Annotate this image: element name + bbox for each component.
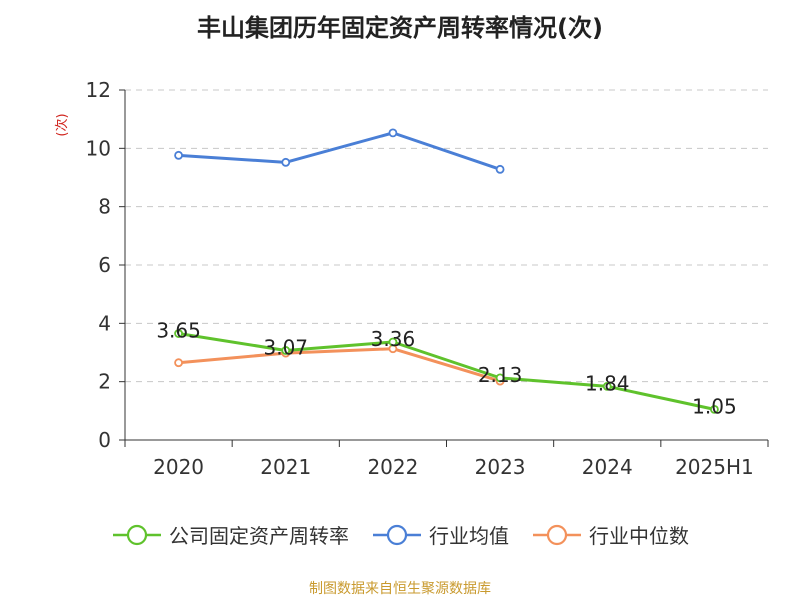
legend-label: 公司固定资产周转率: [169, 524, 349, 548]
y-tick-label: 8: [98, 195, 111, 219]
x-tick-label: 2025H1: [675, 455, 754, 479]
data-label: 3.36: [371, 327, 416, 351]
x-tick-label: 2020: [153, 455, 204, 479]
data-point: [281, 157, 291, 167]
data-label: 1.84: [585, 371, 630, 395]
data-label: 2.13: [478, 363, 523, 387]
y-tick-label: 2: [98, 370, 111, 394]
grid-lines: [125, 89, 768, 383]
series-lines: [174, 128, 719, 414]
data-label: 3.65: [156, 319, 201, 343]
data-point: [388, 337, 398, 347]
x-tick-label: 2022: [367, 455, 418, 479]
data-point: [495, 164, 505, 174]
series-line: [178, 347, 501, 383]
data-point: [174, 358, 183, 368]
legend-item[interactable]: 公司固定资产周转率: [111, 520, 349, 549]
y-tick-label: 6: [98, 253, 111, 277]
series-line: [178, 131, 501, 171]
legend-item[interactable]: 行业均值: [371, 520, 509, 549]
source-note: 制图数据来自恒生聚源数据库: [309, 581, 491, 597]
data-label: 1.05: [692, 394, 737, 418]
data-point: [602, 381, 612, 391]
chart-title: 丰山集团历年固定资产周转率情况(次): [197, 14, 603, 42]
data-point: [495, 373, 505, 383]
data-point: [710, 404, 719, 414]
axes: 0 2 4 6 8 10 12 2020 2021 2022 2023 2024 2025H1: [86, 78, 769, 479]
data-labels: 3.65 3.07 3.36 2.13 1.84 1.05: [156, 319, 736, 419]
x-tick-label: 2024: [582, 455, 633, 479]
data-point: [174, 150, 183, 160]
y-tick-label: 4: [98, 311, 111, 335]
legend-label: 行业均值: [429, 524, 509, 548]
x-tick-label: 2023: [475, 455, 526, 479]
data-point: [281, 346, 291, 355]
legend-line-circle-icon: [113, 524, 161, 545]
y-axis-label: (次): [54, 113, 70, 136]
legend-line-circle-icon: [533, 524, 581, 545]
legend: 公司固定资产周转率 行业均值 行业中位数: [0, 520, 800, 549]
legend-label: 行业中位数: [589, 524, 689, 548]
legend-item[interactable]: 行业中位数: [531, 520, 689, 549]
data-point: [174, 329, 183, 338]
y-tick-label: 12: [86, 78, 111, 102]
y-tick-label: 0: [98, 428, 111, 452]
data-point: [388, 128, 398, 138]
y-tick-label: 10: [86, 136, 111, 160]
x-tick-label: 2021: [260, 455, 311, 479]
series-line: [178, 332, 715, 411]
legend-line-circle-icon: [373, 524, 421, 545]
data-label: 3.07: [263, 335, 308, 359]
